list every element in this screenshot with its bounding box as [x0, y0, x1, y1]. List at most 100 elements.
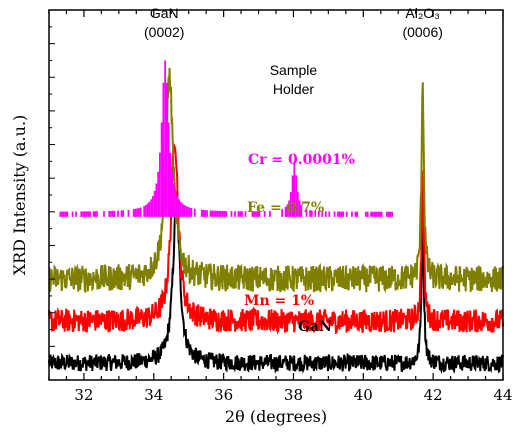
labels-layer: GaN (0002) Sample Holder Al₂O₃ (0006) GaN Mn = … — [144, 5, 443, 335]
y-axis-title: XRD Intensity (a.u.) — [10, 115, 29, 276]
series-segment — [94, 211, 97, 217]
series-segment — [310, 210, 313, 217]
series-segment — [324, 211, 327, 217]
series-segment — [61, 211, 63, 217]
series-segment — [211, 210, 214, 217]
series-segment — [179, 201, 182, 217]
series-segment — [62, 211, 65, 217]
series-segment — [134, 208, 137, 217]
series-segment — [305, 209, 308, 217]
series-segment — [255, 211, 257, 217]
series-segment — [169, 152, 172, 217]
peak-annotation: (0002) — [144, 24, 184, 40]
series-segment — [317, 211, 320, 217]
series-segment — [239, 211, 242, 217]
series-segment — [314, 210, 317, 217]
series-segment — [296, 191, 299, 217]
series-segment — [289, 191, 292, 217]
peak-annotation: Holder — [273, 81, 315, 97]
series-segment — [145, 204, 147, 217]
series-segment — [85, 211, 88, 217]
series-line — [48, 67, 504, 294]
series-segment — [291, 175, 294, 217]
peak-annotation: (0006) — [402, 24, 442, 40]
series-segment — [136, 208, 139, 217]
series-segment — [216, 210, 219, 217]
series-segment — [218, 210, 221, 217]
series-segment — [230, 211, 233, 217]
series-segment — [221, 210, 224, 217]
series-segment — [110, 210, 112, 217]
series-segment — [258, 211, 261, 217]
x-tick-label: 38 — [284, 386, 303, 404]
series-segment — [92, 211, 95, 217]
x-tick-label: 40 — [354, 386, 373, 404]
x-axis-title: 2θ (degrees) — [225, 407, 327, 426]
series-segment — [237, 211, 240, 217]
series-segment — [365, 211, 367, 217]
series-segment — [377, 211, 380, 217]
series-segment — [225, 211, 228, 217]
series-segment — [71, 211, 74, 217]
series-segment — [263, 211, 266, 217]
series-segment — [342, 211, 345, 217]
series-segment — [153, 190, 156, 217]
series-segment — [200, 209, 203, 217]
series-label: GaN — [298, 319, 332, 335]
series-segment — [389, 211, 392, 217]
series-segment — [82, 211, 84, 217]
series-segment — [139, 207, 142, 217]
series-segment — [155, 183, 158, 217]
series-segment — [220, 210, 222, 217]
series-segment — [108, 210, 111, 217]
series-segment — [96, 211, 98, 217]
series-segment — [351, 211, 353, 217]
series-segment — [204, 210, 207, 217]
x-tick-label: 36 — [214, 386, 233, 404]
series-segment — [120, 210, 123, 217]
series-segment — [373, 211, 376, 217]
series-segment — [117, 210, 119, 217]
series-segment — [80, 211, 83, 217]
series-segment — [64, 211, 67, 217]
x-tick-label: 32 — [74, 386, 93, 404]
series-4 — [59, 60, 393, 217]
series-segment — [185, 205, 187, 217]
x-tick-label: 44 — [493, 386, 512, 404]
series-segment — [66, 211, 69, 217]
series-3 — [48, 67, 504, 294]
series-segment — [206, 210, 208, 217]
series-segment — [386, 211, 388, 217]
peak-annotation: Sample — [270, 62, 318, 78]
series-segment — [269, 210, 271, 217]
series-segment — [281, 209, 283, 217]
series-segment — [284, 206, 287, 217]
series-segment — [157, 171, 160, 217]
series-segment — [253, 211, 256, 217]
series-segment — [354, 211, 357, 217]
series-segment — [148, 201, 151, 217]
series-segment — [391, 211, 393, 217]
series-segment — [178, 199, 180, 217]
series-label: Mn = 1% — [244, 293, 314, 309]
series-label: Fe = 0.7% — [247, 200, 324, 216]
series-segment — [251, 211, 254, 217]
series-segment — [172, 183, 175, 217]
series-segment — [340, 211, 343, 217]
series-segment — [241, 211, 243, 217]
series-segment — [188, 207, 191, 217]
series-segment — [127, 209, 130, 217]
series-segment — [165, 82, 168, 217]
series-1 — [48, 197, 504, 374]
series-segment — [87, 211, 90, 217]
series-segment — [103, 211, 105, 217]
series-segment — [214, 210, 217, 217]
series-segment — [286, 204, 289, 217]
series-segment — [164, 60, 166, 217]
series-segment — [328, 211, 331, 217]
series-2 — [48, 143, 504, 335]
series-segment — [298, 200, 301, 217]
axes-layer: 32 34 36 38 40 42 44 2θ (degrees) XRD Intensity … — [10, 9, 513, 426]
series-segment — [379, 211, 381, 217]
series-segment — [209, 210, 212, 217]
